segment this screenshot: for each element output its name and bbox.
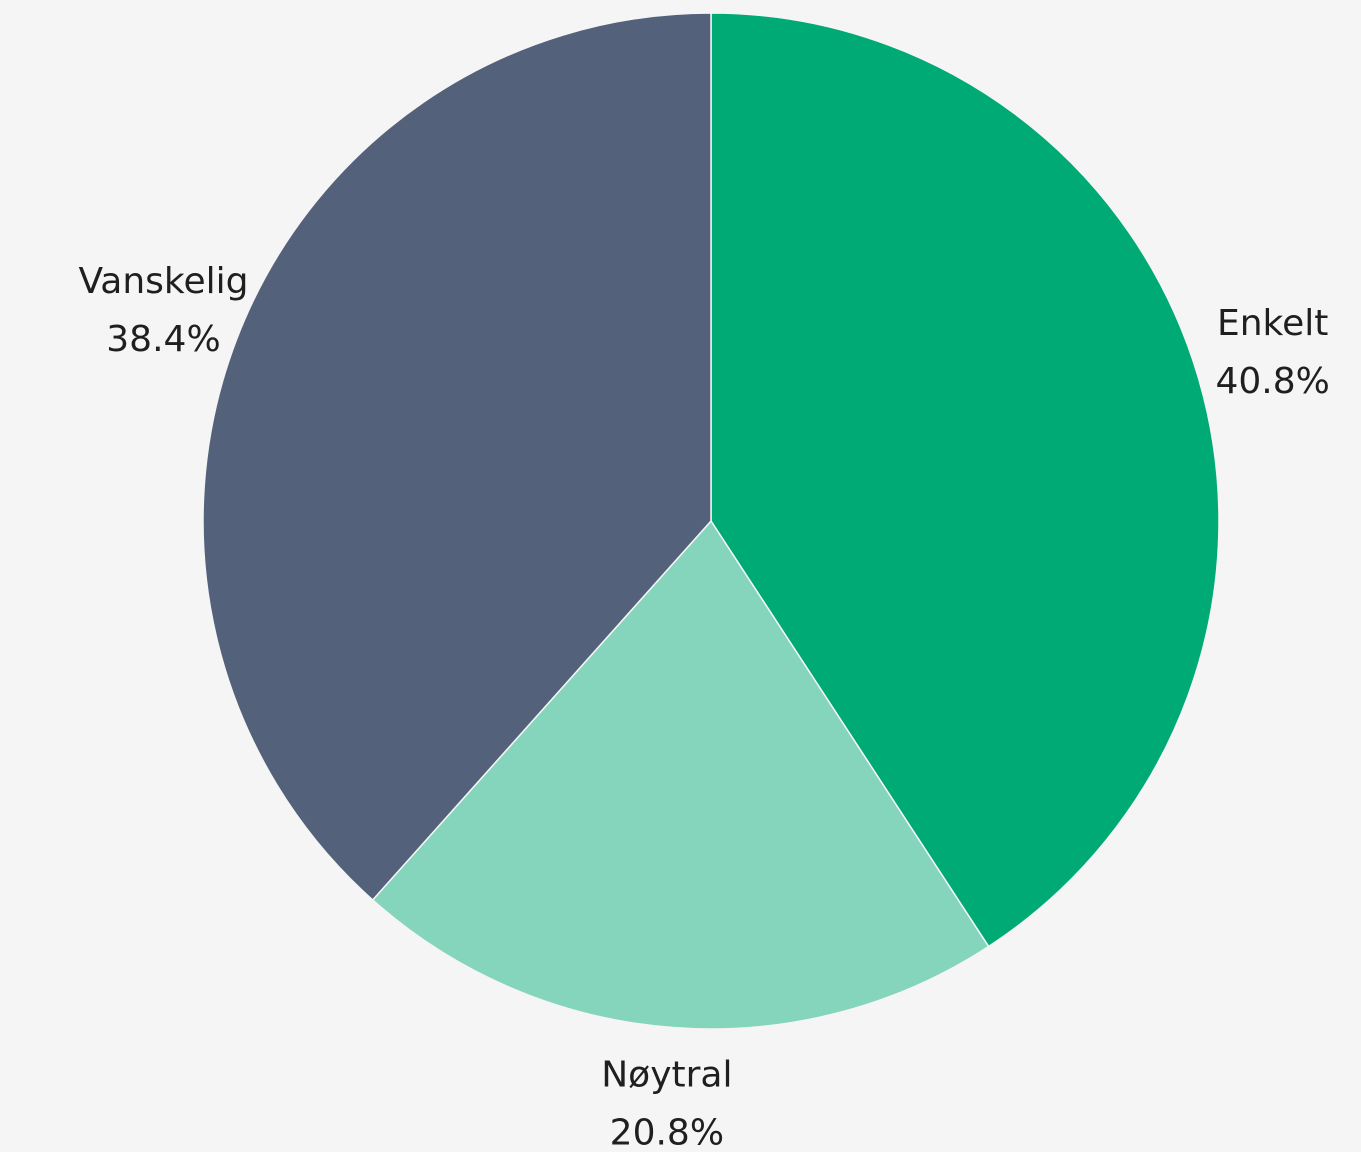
pie-slices bbox=[202, 12, 1220, 1030]
pie-slice-vanskelig bbox=[202, 12, 712, 901]
slice-value-enkelt: 40.8% bbox=[1216, 361, 1330, 402]
slice-label-enkelt: Enkelt bbox=[1217, 303, 1328, 344]
pie-slice-enkelt bbox=[710, 12, 1220, 948]
slice-label-noytral: Nøytral bbox=[601, 1054, 732, 1095]
pie-slice-noytral bbox=[371, 519, 990, 1030]
slice-value-vanskelig: 38.4% bbox=[106, 319, 220, 360]
pie-labels: Enkelt 40.8% Nøytral 20.8% Vanskelig 38.4% bbox=[78, 261, 1329, 1152]
slice-value-noytral: 20.8% bbox=[610, 1112, 724, 1152]
slice-label-vanskelig: Vanskelig bbox=[78, 261, 248, 302]
